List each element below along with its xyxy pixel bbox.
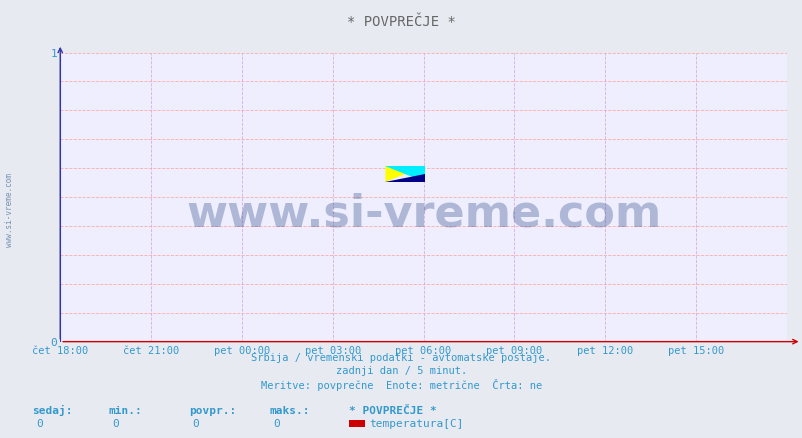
Text: povpr.:: povpr.: [188, 406, 236, 416]
Text: min.:: min.: [108, 406, 142, 416]
Text: www.si-vreme.com: www.si-vreme.com [186, 193, 660, 236]
Text: zadnji dan / 5 minut.: zadnji dan / 5 minut. [335, 366, 467, 376]
Text: 0: 0 [112, 419, 119, 428]
Text: Srbija / vremenski podatki - avtomatske postaje.: Srbija / vremenski podatki - avtomatske … [251, 353, 551, 363]
Polygon shape [385, 166, 425, 182]
Text: * POVPREČJE *: * POVPREČJE * [346, 15, 456, 29]
Text: maks.:: maks.: [269, 406, 309, 416]
Text: 0: 0 [36, 419, 43, 428]
Text: www.si-vreme.com: www.si-vreme.com [5, 173, 14, 247]
Polygon shape [385, 174, 425, 182]
Text: temperatura[C]: temperatura[C] [369, 419, 464, 428]
Text: sedaj:: sedaj: [32, 405, 72, 417]
Text: * POVPREČJE *: * POVPREČJE * [349, 406, 436, 416]
Text: Meritve: povprečne  Enote: metrične  Črta: ne: Meritve: povprečne Enote: metrične Črta:… [261, 379, 541, 391]
Text: 0: 0 [273, 419, 279, 428]
Text: 0: 0 [192, 419, 199, 428]
Polygon shape [385, 166, 425, 182]
